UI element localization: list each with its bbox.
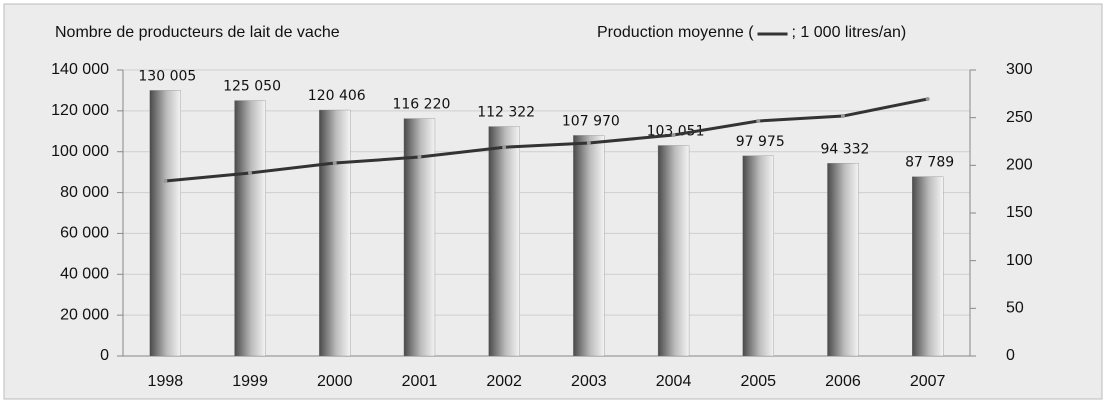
x-tick-label: 1999: [232, 373, 268, 390]
data-label: 107 970: [562, 113, 620, 129]
line-point: [417, 155, 422, 160]
bar: [234, 100, 266, 357]
line-point: [163, 178, 168, 183]
line-point: [586, 141, 591, 146]
y-tick-label: 140 000: [51, 61, 109, 78]
data-label: 120 406: [308, 88, 366, 104]
y-tick-label: 120 000: [51, 102, 109, 119]
x-tick-label: 2006: [825, 373, 861, 390]
x-tick-label: 1998: [148, 373, 184, 390]
data-label: 94 332: [820, 141, 869, 157]
data-label: 116 220: [392, 97, 450, 113]
data-label: 97 975: [736, 134, 785, 150]
y2-axis-title: Production moyenne (: [597, 24, 754, 41]
y2-tick-label: 150: [1006, 204, 1033, 221]
bar: [573, 135, 605, 357]
y2-axis-title: ; 1 000 litres/an): [792, 24, 907, 41]
x-tick-label: 2004: [656, 373, 692, 390]
x-tick-label: 2007: [910, 373, 946, 390]
y2-tick-label: 100: [1006, 252, 1033, 269]
data-label: 87 789: [905, 155, 954, 171]
y-tick-label: 60 000: [60, 225, 109, 242]
y-tick-label: 100 000: [51, 143, 109, 160]
y-tick-label: 40 000: [60, 266, 109, 283]
y2-tick-label: 200: [1006, 157, 1033, 174]
bar: [827, 163, 859, 357]
line-point: [840, 114, 845, 119]
y-tick-label: 0: [100, 347, 109, 364]
y2-tick-label: 50: [1006, 300, 1024, 317]
bar: [403, 118, 436, 357]
x-tick-label: 2002: [486, 373, 522, 390]
y-axis-title: Nombre de producteurs de lait de vache: [55, 24, 340, 41]
y-tick-label: 20 000: [60, 306, 109, 323]
x-tick-label: 2000: [317, 373, 353, 390]
line: [165, 97, 928, 183]
line-point: [332, 161, 337, 166]
bar: [488, 126, 520, 357]
line-point: [248, 170, 253, 175]
y2-tick-label: 300: [1006, 61, 1033, 78]
bar: [912, 176, 944, 357]
bar: [149, 90, 182, 357]
y-tick-label: 80 000: [60, 184, 109, 201]
bar: [657, 145, 690, 357]
bar: [742, 155, 774, 357]
line-point: [925, 96, 930, 101]
y2-tick-label: 0: [1006, 347, 1015, 364]
bar: [319, 109, 351, 357]
x-tick-label: 2005: [740, 373, 776, 390]
y2-tick-label: 250: [1006, 109, 1033, 126]
data-label: 125 050: [223, 79, 281, 95]
data-label: 130 005: [138, 68, 196, 84]
x-tick-label: 2003: [571, 373, 607, 390]
line-point: [502, 145, 507, 150]
x-tick-label: 2001: [402, 373, 438, 390]
line-point: [756, 119, 761, 124]
data-label: 112 322: [477, 105, 535, 121]
line-point: [671, 133, 676, 138]
